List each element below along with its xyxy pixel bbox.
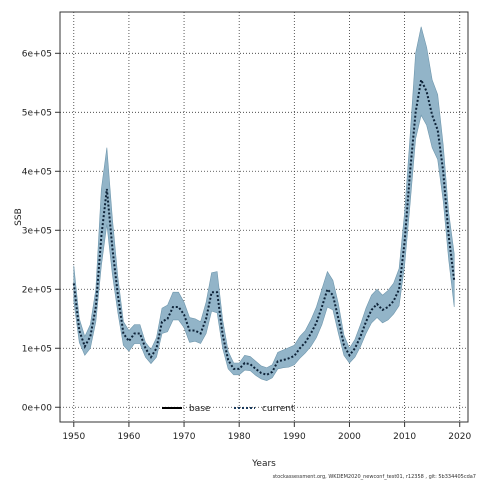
- x-tick-label: 2010: [393, 432, 416, 442]
- x-tick-label: 2000: [338, 432, 361, 442]
- plot-frame: [59, 11, 469, 423]
- uncertainty-band: [73, 26, 455, 382]
- x-tick-label: 1960: [117, 432, 140, 442]
- x-tick-label: 2020: [448, 432, 471, 442]
- legend-label-base: base: [189, 404, 211, 414]
- x-tick-label: 1970: [173, 432, 196, 442]
- y-axis: 0e+00 1e+05 2e+05 3e+05 4e+05 5e+05 6e+05: [22, 49, 60, 413]
- x-tick-label: 1980: [228, 432, 251, 442]
- x-axis-label: Years: [251, 459, 276, 469]
- legend-label-current: current: [262, 404, 295, 414]
- y-tick-label: 2e+05: [22, 285, 52, 295]
- series-line-current: [72, 76, 456, 376]
- y-tick-label: 1e+05: [22, 344, 52, 354]
- legend: base current: [162, 404, 295, 414]
- y-tick-label: 5e+05: [22, 108, 52, 118]
- y-tick-label: 4e+05: [22, 167, 52, 177]
- x-tick-label: 1950: [62, 432, 85, 442]
- uncertainty-band-area: [73, 26, 455, 382]
- footer-note: stockassessment.org, WKDEM2020_newconf_t…: [273, 474, 476, 480]
- y-tick-label: 3e+05: [22, 226, 52, 236]
- current-series-line: [72, 76, 456, 376]
- x-tick-label: 1990: [283, 432, 306, 442]
- y-axis-label: SSB: [14, 208, 24, 226]
- y-tick-label: 0e+00: [22, 403, 53, 413]
- y-tick-label: 6e+05: [22, 49, 52, 59]
- x-axis: 1950 1960 1970 1980 1990 2000 2010 2020: [62, 422, 471, 442]
